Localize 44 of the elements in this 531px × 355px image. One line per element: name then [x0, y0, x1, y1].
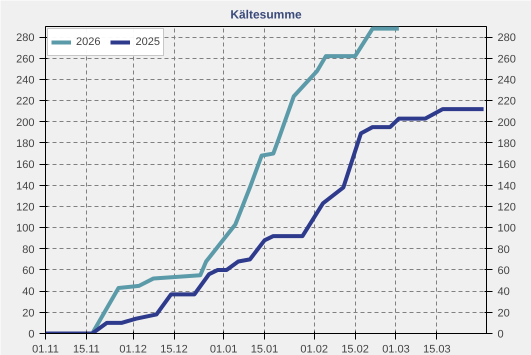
- y-tick-label: 160: [16, 159, 35, 172]
- y-tick-label: 100: [16, 222, 35, 235]
- y-tick-label: 80: [22, 244, 35, 256]
- x-tick-label: 15.01: [250, 344, 278, 355]
- line-series: [46, 107, 486, 334]
- y2-tick-label: 0: [498, 328, 504, 340]
- y-tick-label: 20: [22, 307, 35, 320]
- y-tick-label: 140: [16, 180, 35, 192]
- y2-tick-label: 180: [498, 138, 516, 150]
- legend-label: 2025: [135, 36, 160, 48]
- y-tick-label: 120: [16, 201, 35, 214]
- y-tick-label: 60: [22, 264, 35, 277]
- y2-tick-label: 80: [498, 244, 510, 256]
- y-tick-label: 240: [16, 74, 35, 86]
- x-tick-label: 01.02: [300, 344, 328, 355]
- x-tick-label: 01.12: [119, 344, 147, 355]
- y-tick-label: 200: [16, 116, 35, 129]
- y-tick-label: 260: [16, 53, 35, 66]
- x-tick-label: 15.12: [160, 344, 188, 355]
- x-tick-label: 01.03: [382, 344, 410, 355]
- y2-tick-label: 120: [498, 201, 516, 214]
- x-tick-label: 15.11: [73, 344, 100, 355]
- y-tick-label: 180: [16, 138, 35, 150]
- y-tick-label: 280: [16, 32, 35, 44]
- y2-tick-label: 220: [498, 96, 516, 108]
- x-tick-label: 15.02: [341, 344, 369, 355]
- y2-tick-label: 280: [498, 32, 516, 44]
- y2-tick-label: 40: [498, 286, 510, 298]
- y2-tick-label: 140: [498, 180, 516, 192]
- y2-tick-label: 60: [498, 264, 510, 277]
- y2-tick-label: 200: [498, 116, 516, 129]
- x-tick-label: 01.01: [210, 344, 238, 355]
- y2-tick-label: 160: [498, 159, 516, 172]
- chart-title: Kältesumme: [230, 8, 302, 22]
- y2-tick-label: 240: [498, 74, 516, 86]
- y-tick-label: 220: [16, 96, 35, 108]
- x-tick-label: 15.03: [423, 344, 451, 355]
- y2-tick-label: 20: [498, 307, 510, 320]
- x-tick-label: 01.11: [32, 344, 59, 355]
- legend-label: 2026: [76, 36, 100, 48]
- y-tick-label: 40: [22, 286, 35, 298]
- y2-tick-label: 260: [498, 53, 516, 66]
- y2-tick-label: 100: [498, 222, 516, 235]
- y-tick-label: 0: [28, 328, 35, 340]
